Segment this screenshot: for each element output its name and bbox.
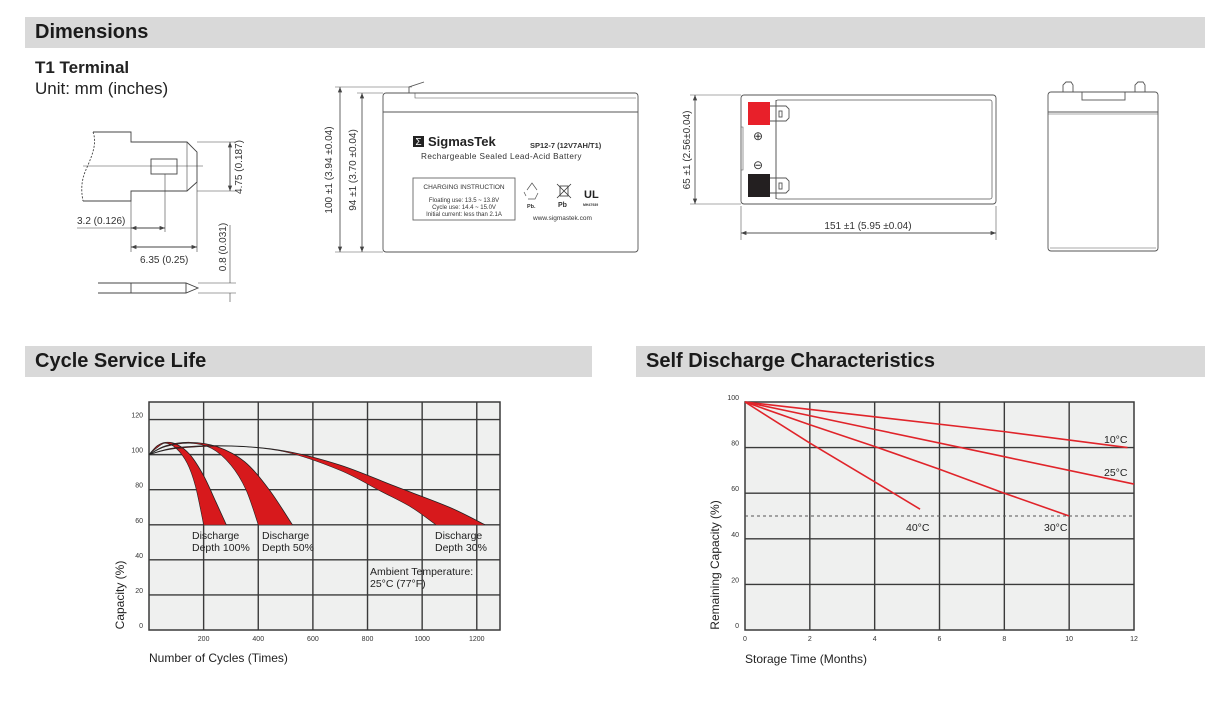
y-tick-label: 0 <box>139 623 143 630</box>
dim-battery-width: 65 ±1 (2.56±0.04) <box>682 111 693 190</box>
annotation-depth-50: Discharge Depth 50% <box>262 530 314 554</box>
cycle-chart-ylabel: Capacity (%) <box>113 561 127 630</box>
dim-terminal-width: 6.35 (0.25) <box>140 255 188 266</box>
y-tick-label: 20 <box>731 577 739 584</box>
x-tick-label: 200 <box>198 636 210 643</box>
charging-title: CHARGING INSTRUCTION <box>423 184 505 191</box>
annotation-depth-30: Discharge Depth 30% <box>435 530 487 554</box>
y-tick-label: 100 <box>131 448 143 455</box>
charging-line: Floating use: 13.5 ~ 13.8V <box>429 198 499 204</box>
battery-front-view <box>335 81 639 253</box>
discharge-band <box>149 442 227 525</box>
band-outline <box>148 441 227 525</box>
y-tick-label: 120 <box>131 413 143 420</box>
section-title: Dimensions <box>35 21 149 43</box>
battery-description: Rechargeable Sealed Lead-Acid Battery <box>421 152 582 161</box>
y-tick-label: 20 <box>135 588 143 595</box>
cycle-life-chart: 0 20 40 60 80 100 120 200 400 600 800 1000 1200 <box>131 401 501 643</box>
discharge-band <box>149 442 293 525</box>
brand-logo: Σ <box>413 136 424 148</box>
series-line <box>744 401 921 510</box>
dim-battery-length: 151 ±1 (5.95 ±0.04) <box>824 221 911 232</box>
x-tick-label: 0 <box>743 636 747 643</box>
bin-label: Pb <box>558 202 567 209</box>
x-tick-label: 12 <box>1130 636 1138 643</box>
series-label-10c: 10°C <box>1104 434 1128 446</box>
annotation-depth-100: Discharge Depth 100% <box>192 530 250 554</box>
self-chart-xlabel: Storage Time (Months) <box>745 652 867 666</box>
band-outline <box>148 441 293 525</box>
band-outline <box>148 442 259 525</box>
x-tick-label: 600 <box>307 636 319 643</box>
discharge-band <box>149 445 485 525</box>
y-tick-label: 60 <box>135 518 143 525</box>
section-header-self-discharge: Self Discharge Characteristics <box>636 346 1205 377</box>
recycle-label: Pb. <box>527 204 536 210</box>
section-title: Cycle Service Life <box>35 350 207 372</box>
y-tick-label: 0 <box>735 623 739 630</box>
ul-mark-icon: UL <box>584 189 599 201</box>
unit-label: Unit: mm (inches) <box>35 79 169 98</box>
band-outline <box>148 445 436 526</box>
x-tick-label: 10 <box>1065 636 1073 643</box>
series-label-25c: 25°C <box>1104 467 1128 479</box>
negative-terminal <box>748 174 770 197</box>
terminal-drawing <box>77 131 236 302</box>
positive-symbol: ⊕ <box>753 129 763 143</box>
dim-case-height: 94 ±1 (3.70 ±0.04) <box>348 129 359 211</box>
y-tick-label: 80 <box>731 441 739 448</box>
y-tick-label: 60 <box>731 486 739 493</box>
dim-terminal-height: 4.75 (0.187) <box>234 140 245 194</box>
series-line <box>744 401 1070 517</box>
dim-total-height: 100 ±1 (3.94 ±0.04) <box>324 126 335 213</box>
battery-side-view <box>1047 81 1159 252</box>
series-line <box>744 401 1135 485</box>
cycle-chart-xlabel: Number of Cycles (Times) <box>149 651 288 665</box>
self-chart-ylabel: Remaining Capacity (%) <box>708 500 722 629</box>
annotation-ambient-temp: Ambient Temperature: 25°C (77°F) <box>370 566 473 590</box>
charging-line: Cycle use: 14.4 ~ 15.0V <box>432 205 496 211</box>
x-tick-label: 1000 <box>414 636 430 643</box>
section-header-cycle-life: Cycle Service Life <box>25 346 592 377</box>
self-discharge-chart: 0 20 40 60 80 100 0 2 4 6 8 10 12 <box>727 395 1138 643</box>
x-tick-label: 2 <box>808 636 812 643</box>
website: www.sigmastek.com <box>532 215 592 222</box>
brand-name: SigmasTek <box>428 134 496 149</box>
band-outline <box>148 445 486 526</box>
positive-terminal <box>748 102 770 125</box>
recycle-icon <box>523 182 539 200</box>
charging-line: Initial current: less than 2.1A <box>426 212 502 218</box>
y-tick-label: 80 <box>135 483 143 490</box>
y-tick-label: 100 <box>727 395 739 402</box>
x-tick-label: 8 <box>1002 636 1006 643</box>
terminal-title: T1 Terminal <box>35 58 130 77</box>
y-tick-label: 40 <box>135 553 143 560</box>
model-number: SP12-7 (12V7AH/T1) <box>530 141 602 150</box>
x-tick-label: 400 <box>252 636 264 643</box>
section-title: Self Discharge Characteristics <box>646 350 936 372</box>
x-tick-label: 6 <box>938 636 942 643</box>
section-header-dimensions: Dimensions <box>25 17 1205 48</box>
ul-code: MH47939 <box>583 203 598 207</box>
crossed-bin-icon <box>556 183 572 199</box>
x-tick-label: 800 <box>362 636 374 643</box>
series-label-40c: 40°C <box>906 522 930 534</box>
svg-text:Σ: Σ <box>415 137 421 148</box>
negative-symbol: ⊖ <box>753 158 763 172</box>
dim-terminal-hole: 3.2 (0.126) <box>77 216 125 227</box>
x-tick-label: 1200 <box>469 636 485 643</box>
series-line <box>744 401 1128 449</box>
battery-top-view <box>690 94 997 240</box>
y-tick-label: 40 <box>731 532 739 539</box>
x-tick-label: 4 <box>873 636 877 643</box>
dim-terminal-thickness: 0.8 (0.031) <box>218 223 229 271</box>
series-label-30c: 30°C <box>1044 522 1068 534</box>
